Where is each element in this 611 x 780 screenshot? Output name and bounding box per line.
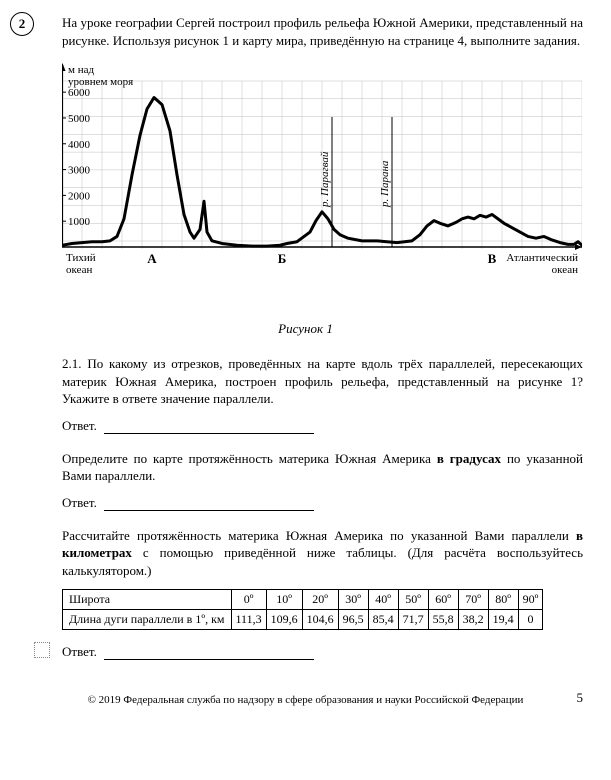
table-cell: 70º <box>458 590 488 610</box>
svg-text:океан: океан <box>66 264 92 276</box>
answer-label: Ответ. <box>62 418 97 433</box>
answer-checkbox[interactable] <box>34 642 50 658</box>
page-footer: © 2019 Федеральная служба по надзору в с… <box>28 694 583 706</box>
table-cell: 40º <box>368 590 398 610</box>
answer-label: Ответ. <box>62 644 97 659</box>
svg-text:уровнем моря: уровнем моря <box>68 76 133 88</box>
table-cell: 55,8 <box>428 610 458 630</box>
table-cell: 19,4 <box>488 610 518 630</box>
svg-text:океан: океан <box>552 264 578 276</box>
table-row: Длина дуги параллели в 1º, км 111,3109,6… <box>63 610 543 630</box>
svg-text:м над: м над <box>68 64 94 76</box>
svg-text:2000: 2000 <box>68 190 91 202</box>
task-degrees: Определите по карте протяжённость матери… <box>62 450 583 485</box>
table-cell: 10º <box>266 590 302 610</box>
svg-text:р. Парагвай: р. Парагвай <box>319 151 331 208</box>
table-row: Широта 0º10º20º30º40º50º60º70º80º90º <box>63 590 543 610</box>
table-cell: 50º <box>398 590 428 610</box>
row1-header: Широта <box>63 590 232 610</box>
svg-text:4000: 4000 <box>68 139 91 151</box>
task-km-pre: Рассчитайте протяжённость материка Южная… <box>62 528 576 543</box>
table-cell: 85,4 <box>368 610 398 630</box>
svg-text:А: А <box>147 251 157 266</box>
table-cell: 20º <box>302 590 338 610</box>
table-cell: 60º <box>428 590 458 610</box>
table-cell: 71,7 <box>398 610 428 630</box>
question-number-badge: 2 <box>10 12 34 36</box>
page: 2 На уроке географии Сергей построил про… <box>0 0 611 716</box>
svg-text:Тихий: Тихий <box>66 252 96 264</box>
task-km-post: с помощью приведённой ниже таблицы. (Для… <box>62 545 583 578</box>
task-degrees-pre: Определите по карте протяжённость матери… <box>62 451 437 466</box>
table-cell: 111,3 <box>231 610 266 630</box>
task-degrees-bold: в градусах <box>437 451 501 466</box>
table-cell: 80º <box>488 590 518 610</box>
arc-length-table: Широта 0º10º20º30º40º50º60º70º80º90º Дли… <box>62 589 543 630</box>
svg-text:Атлантический: Атлантический <box>506 252 578 264</box>
figure-caption: Рисунок 1 <box>28 321 583 337</box>
row2-header: Длина дуги параллели в 1º, км <box>63 610 232 630</box>
svg-text:3000: 3000 <box>68 165 91 177</box>
answer-row-2: Ответ. <box>62 495 583 511</box>
table-cell: 96,5 <box>338 610 368 630</box>
answer-blank-2[interactable] <box>104 499 314 511</box>
answer-blank-1[interactable] <box>104 422 314 434</box>
table-cell: 0 <box>518 610 543 630</box>
svg-text:6000: 6000 <box>68 87 91 99</box>
relief-chart: 1000 2000 3000 4000 5000 6000 м надуровнем мор… <box>62 57 583 311</box>
answer-label: Ответ. <box>62 495 97 510</box>
table-cell: 90º <box>518 590 543 610</box>
task-2-1: 2.1. По какому из отрезков, проведённых … <box>62 355 583 408</box>
svg-text:р. Парана: р. Парана <box>379 160 391 208</box>
table-cell: 38,2 <box>458 610 488 630</box>
answer-row-3: Ответ. <box>62 644 583 660</box>
svg-text:Б: Б <box>278 251 287 266</box>
copyright-text: © 2019 Федеральная служба по надзору в с… <box>88 694 524 706</box>
answer-row-1: Ответ. <box>62 418 583 434</box>
svg-text:5000: 5000 <box>68 113 91 125</box>
intro-text: На уроке географии Сергей построил профи… <box>62 14 583 49</box>
table-cell: 30º <box>338 590 368 610</box>
table-cell: 109,6 <box>266 610 302 630</box>
task-km: Рассчитайте протяжённость материка Южная… <box>62 527 583 580</box>
answer-blank-3[interactable] <box>104 648 314 660</box>
table-cell: 104,6 <box>302 610 338 630</box>
svg-text:1000: 1000 <box>68 216 91 228</box>
svg-text:В: В <box>488 251 497 266</box>
page-number: 5 <box>577 690 584 706</box>
table-cell: 0º <box>231 590 266 610</box>
